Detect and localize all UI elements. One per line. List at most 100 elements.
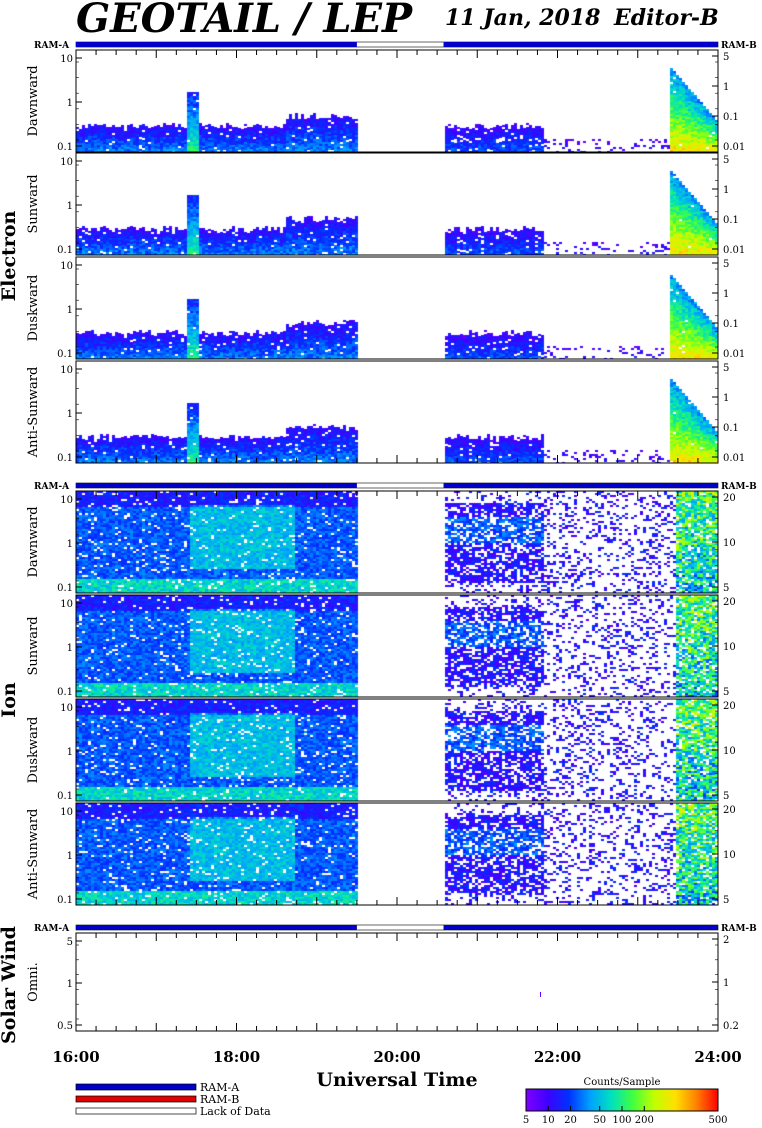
panel-label: Dawnward bbox=[26, 65, 41, 136]
panel-anti-sunward: Anti-Sunward 10 1 0.1 20 10 5 bbox=[26, 802, 736, 906]
y2-tick-label: 5 bbox=[723, 791, 729, 802]
y2-tick-label: 0.01 bbox=[723, 142, 745, 153]
y-tick-label: 1 bbox=[67, 98, 73, 109]
colorbar-title: Counts/Sample bbox=[584, 1077, 661, 1088]
page-title: GEOTAIL / LEP bbox=[76, 0, 414, 42]
y2-tick-label: 0.1 bbox=[723, 423, 739, 434]
ram-a-label: RAM-A bbox=[34, 924, 70, 934]
panel-label: Omni. bbox=[26, 962, 41, 1002]
ion-spectrogram bbox=[76, 595, 718, 697]
y-tick-label: 10 bbox=[60, 599, 73, 610]
y2-tick-label: 20 bbox=[723, 493, 736, 504]
panel-label: Duskward bbox=[26, 275, 41, 342]
y2-tick-label: 5 bbox=[723, 155, 729, 166]
panel-frame bbox=[75, 256, 719, 360]
y2-tick-label: 5 bbox=[723, 687, 729, 698]
solar-wind-point bbox=[540, 992, 541, 997]
y-tick-label: 1 bbox=[67, 643, 73, 654]
y-tick-label: 0.1 bbox=[57, 895, 73, 906]
panel-label: Sunward bbox=[26, 616, 41, 675]
y-tick-label: 10 bbox=[60, 495, 73, 506]
x-tick-label: 20:00 bbox=[373, 1048, 420, 1066]
y-tick-label: 10 bbox=[60, 157, 73, 168]
ion-spectrogram bbox=[76, 803, 718, 905]
y-tick-label: 0.1 bbox=[57, 687, 73, 698]
x-tick-label: 22:00 bbox=[534, 1048, 581, 1066]
y2-tick-label: 1 bbox=[723, 393, 729, 404]
y-tick-label: 10 bbox=[60, 54, 73, 65]
y-tick-label: 1 bbox=[67, 979, 73, 990]
y2-tick-label: 10 bbox=[723, 642, 736, 653]
colorbar-tick-label: 100 bbox=[612, 1115, 631, 1126]
y2-tick-label: 1 bbox=[723, 185, 729, 196]
legend-swatch bbox=[75, 1107, 197, 1115]
ram-a-segment bbox=[76, 925, 357, 930]
ion-spectrogram bbox=[76, 491, 718, 593]
x-tick-label: 24:00 bbox=[694, 1048, 741, 1066]
y2-tick-label: 1 bbox=[723, 978, 729, 989]
date-label: 11 Jan, 2018 bbox=[445, 5, 600, 31]
editor-label: Editor-B bbox=[613, 5, 719, 31]
x-tick-label: 16:00 bbox=[52, 1048, 99, 1066]
ram-a-segment bbox=[76, 483, 357, 488]
colorbar-tick-label: 200 bbox=[635, 1115, 654, 1126]
y2-tick-label: 1 bbox=[723, 289, 729, 300]
y-tick-label: 0.1 bbox=[57, 791, 73, 802]
y-tick-label: 10 bbox=[60, 807, 73, 818]
legend-swatch bbox=[75, 1095, 197, 1103]
section-label-electron: Electron bbox=[0, 211, 20, 302]
y2-tick-label: 0.1 bbox=[723, 112, 739, 123]
panel-frame bbox=[75, 932, 719, 1032]
y2-tick-label: 0.01 bbox=[723, 349, 745, 360]
y2-tick-label: 0.1 bbox=[723, 319, 739, 330]
x-axis-title: Universal Time bbox=[316, 1069, 477, 1091]
electron-spectrogram bbox=[76, 361, 718, 463]
electron-spectrogram bbox=[76, 257, 718, 359]
panel-duskward: Duskward 10 1 0.1 20 10 5 bbox=[26, 698, 736, 802]
y2-tick-label: 20 bbox=[723, 597, 736, 608]
colorbar-tick-label: 10 bbox=[542, 1115, 555, 1126]
electron-time-ticks bbox=[75, 50, 719, 463]
y2-tick-label: 2 bbox=[723, 935, 729, 946]
y-tick-label: 0.1 bbox=[57, 583, 73, 594]
panel-label: Dawnward bbox=[26, 506, 41, 577]
panel-frame bbox=[75, 152, 719, 256]
legend-label: Lack of Data bbox=[200, 1105, 271, 1118]
ram-a-segment bbox=[443, 925, 718, 930]
y2-tick-label: 20 bbox=[723, 805, 736, 816]
y2-tick-label: 5 bbox=[723, 52, 729, 63]
y-tick-label: 5 bbox=[67, 937, 73, 948]
y-tick-label: 10 bbox=[60, 261, 73, 272]
electron-spectrogram bbox=[76, 50, 718, 152]
y2-tick-label: 0.01 bbox=[723, 245, 745, 256]
y-tick-label: 1 bbox=[67, 409, 73, 420]
panel-omni-: Omni. 5 1 0.5 2 1 0.2 bbox=[26, 932, 739, 1032]
y2-tick-label: 10 bbox=[723, 538, 736, 549]
panel-sunward: Sunward 10 1 0.1 5 1 0.1 0.01 bbox=[26, 152, 745, 256]
electron-ram-bar: RAM-A RAM-B bbox=[34, 41, 757, 51]
y2-tick-label: 5 bbox=[723, 583, 729, 594]
colorbar-tick-label: 500 bbox=[708, 1115, 727, 1126]
panel-label: Sunward bbox=[26, 174, 41, 233]
y2-tick-label: 1 bbox=[723, 82, 729, 93]
section-label-ion: Ion bbox=[0, 682, 20, 718]
panel-duskward: Duskward 10 1 0.1 5 1 0.1 0.01 bbox=[26, 256, 745, 360]
y2-tick-label: 10 bbox=[723, 746, 736, 757]
y2-tick-label: 0.2 bbox=[723, 1021, 739, 1032]
y-tick-label: 1 bbox=[67, 201, 73, 212]
ram-a-label: RAM-A bbox=[34, 482, 70, 492]
ram-b-label: RAM-B bbox=[721, 41, 757, 51]
y-tick-label: 1 bbox=[67, 747, 73, 758]
ram-a-segment bbox=[443, 483, 718, 488]
electron-spectrogram bbox=[76, 153, 718, 255]
y2-tick-label: 0.1 bbox=[723, 215, 739, 226]
legend-label: RAM-A bbox=[200, 1081, 240, 1094]
legend-label: RAM-B bbox=[200, 1093, 239, 1106]
y-tick-label: 10 bbox=[60, 365, 73, 376]
y-tick-label: 1 bbox=[67, 851, 73, 862]
colorbar-tick-label: 50 bbox=[593, 1115, 606, 1126]
y2-tick-label: 5 bbox=[723, 259, 729, 270]
panel-label: Anti-Sunward bbox=[26, 367, 41, 459]
colorbar-tick-label: 5 bbox=[523, 1115, 529, 1126]
y2-tick-label: 20 bbox=[723, 701, 736, 712]
